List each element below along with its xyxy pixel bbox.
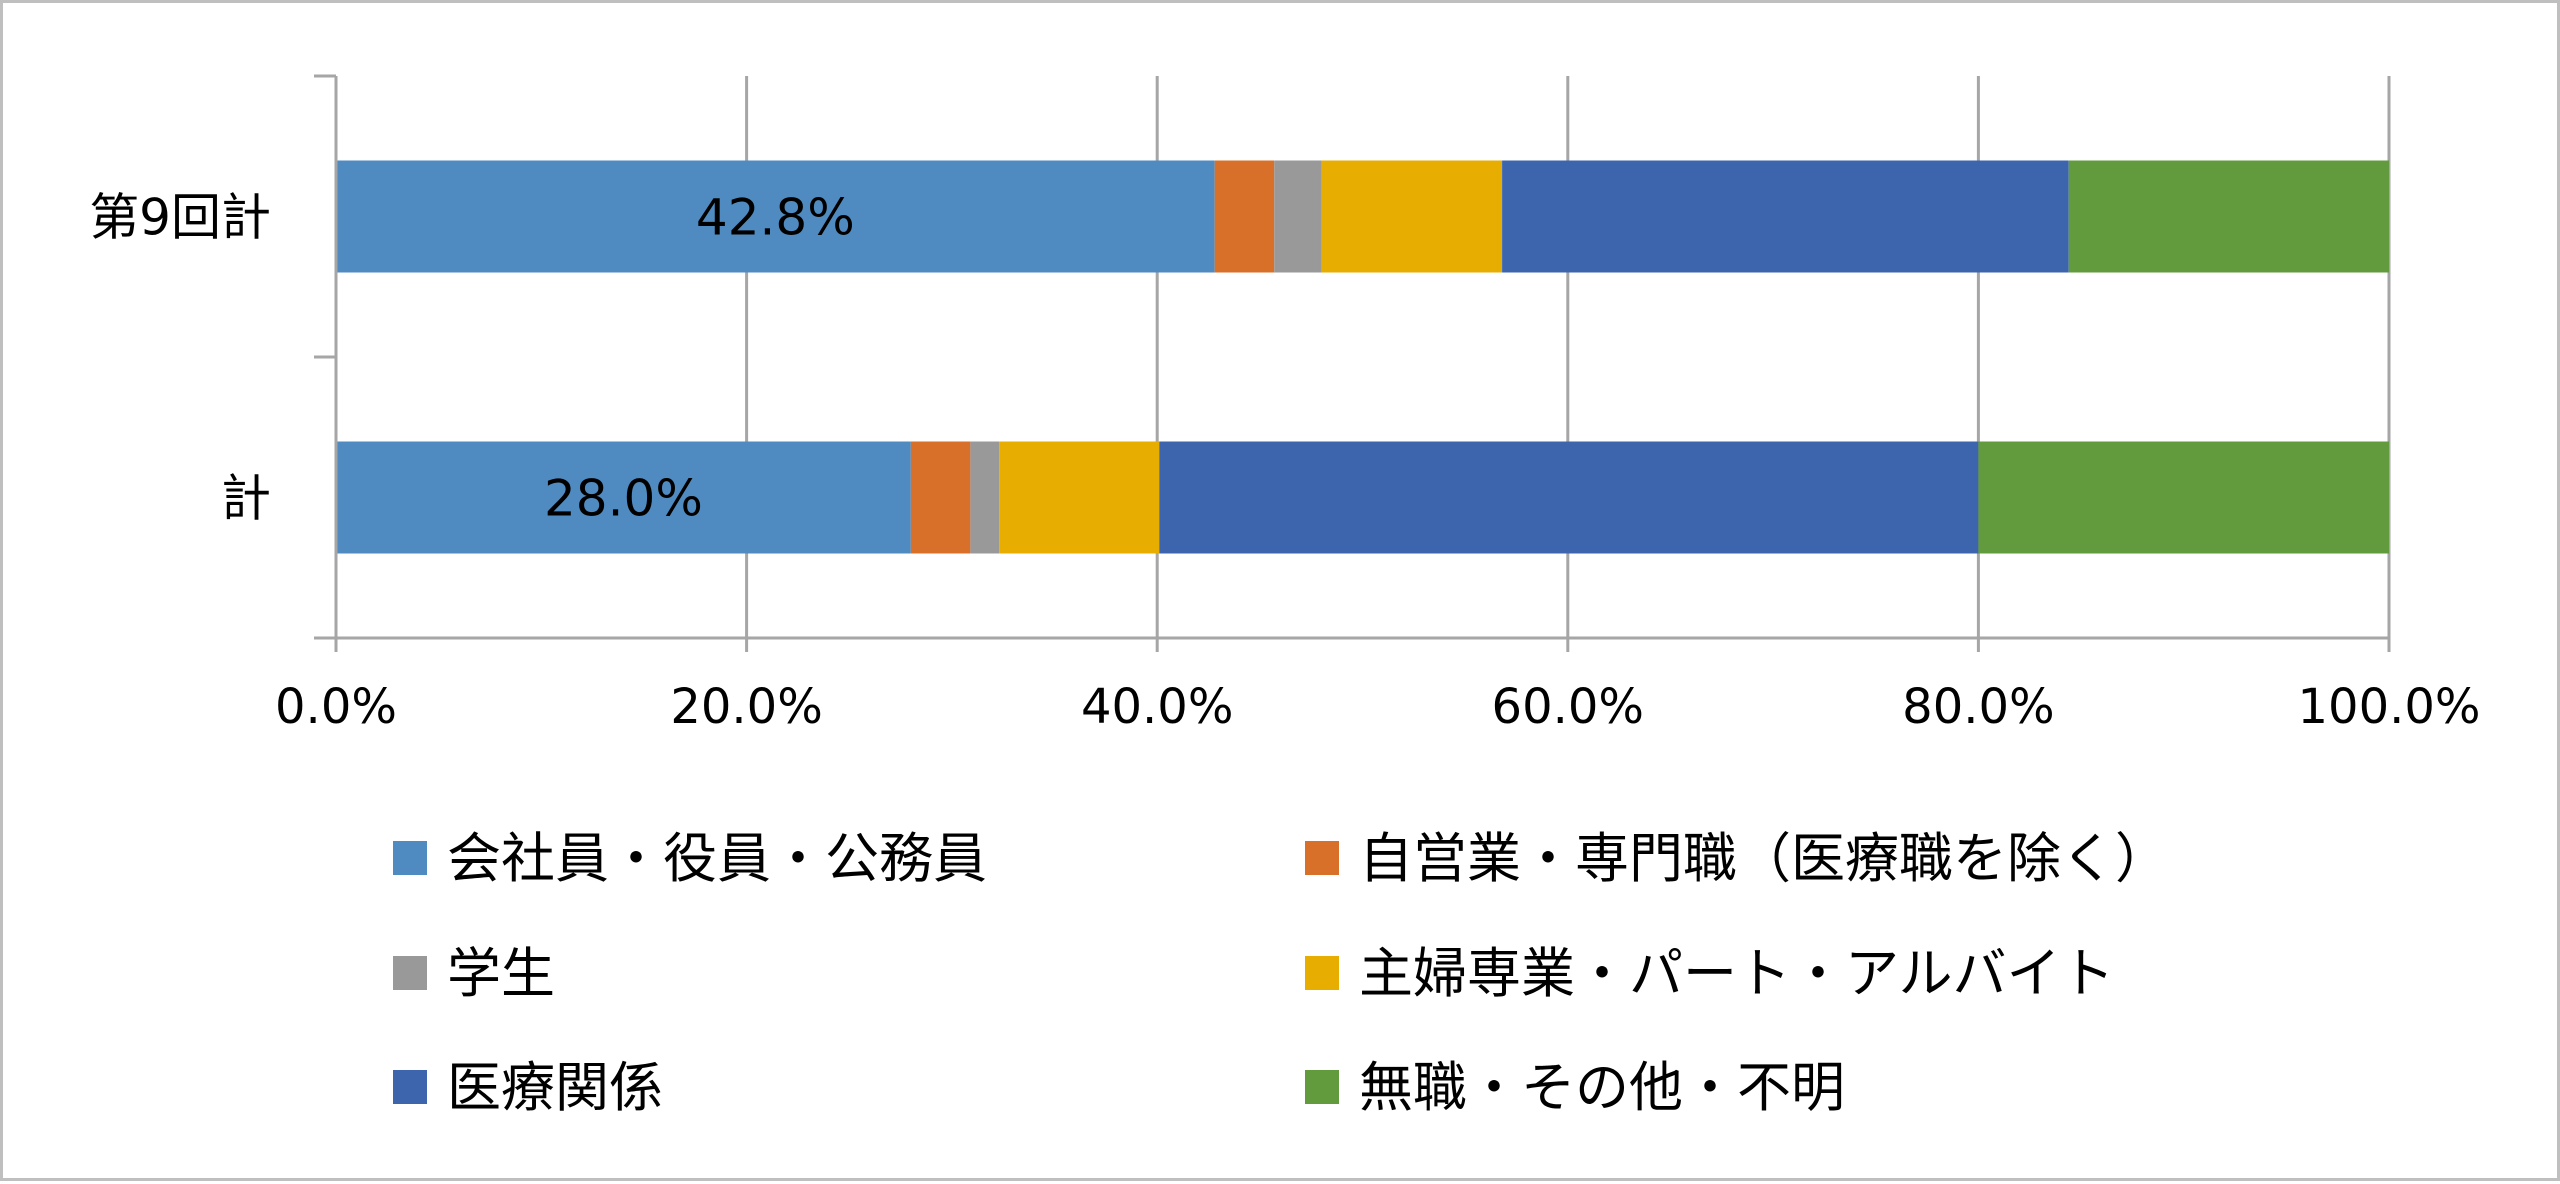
- x-tick-label: 100.0%: [2297, 679, 2480, 735]
- bar-segment: [1502, 160, 2069, 273]
- x-tick-labels: 0.0% 20.0% 40.0% 60.0% 80.0% 100.0%: [275, 679, 2480, 735]
- legend-label: 医療関係: [447, 1056, 663, 1119]
- bar-segment: [1159, 441, 1979, 554]
- legend-swatch: [1305, 841, 1339, 875]
- legend-item: 無職・その他・不明: [1305, 1056, 1845, 1119]
- bar-segment: [1978, 441, 2389, 554]
- legend: 会社員・役員・公務員 自営業・専門職（医療職を除く） 学生 主婦専業・パート・アルバイ…: [393, 827, 2169, 1119]
- x-tick-label: 0.0%: [275, 679, 397, 735]
- legend-swatch: [393, 956, 427, 990]
- legend-item: 自営業・専門職（医療職を除く）: [1305, 827, 2169, 890]
- bar-segment: [2068, 160, 2389, 273]
- legend-item: 医療関係: [393, 1056, 663, 1119]
- x-tick-label: 20.0%: [670, 679, 822, 735]
- axes: [314, 74, 2391, 652]
- bar-segment: [336, 441, 911, 554]
- data-label: 28.0%: [544, 470, 703, 528]
- bar-segment: [1214, 160, 1275, 273]
- x-tick-label: 60.0%: [1492, 679, 1644, 735]
- legend-swatch: [1305, 1070, 1339, 1104]
- x-tick-label: 40.0%: [1081, 679, 1233, 735]
- legend-item: 学生: [393, 942, 555, 1005]
- bar-segment: [910, 441, 971, 554]
- bar-segment: [1321, 160, 1503, 273]
- legend-swatch: [393, 1070, 427, 1104]
- legend-swatch: [393, 841, 427, 875]
- bar-segments: [336, 160, 2389, 554]
- bar-segment: [1274, 160, 1322, 273]
- data-label: 42.8%: [696, 189, 855, 247]
- gridlines: [745, 76, 2391, 638]
- legend-label: 学生: [447, 942, 555, 1005]
- legend-label: 自営業・専門職（医療職を除く）: [1359, 827, 2169, 890]
- legend-label: 主婦専業・パート・アルバイト: [1359, 942, 2114, 1005]
- category-label: 第9回計: [89, 189, 271, 247]
- data-labels: 42.8% 28.0%: [544, 189, 855, 528]
- legend-item: 主婦専業・パート・アルバイト: [1305, 942, 2114, 1005]
- category-label: 計: [221, 470, 271, 528]
- legend-label: 無職・その他・不明: [1359, 1056, 1845, 1119]
- legend-label: 会社員・役員・公務員: [447, 827, 987, 890]
- legend-item: 会社員・役員・公務員: [393, 827, 987, 890]
- legend-swatch: [1305, 956, 1339, 990]
- bar-segment: [999, 441, 1160, 554]
- bar-segment: [970, 441, 1000, 554]
- x-tick-label: 80.0%: [1902, 679, 2054, 735]
- bar-segment: [336, 160, 1215, 273]
